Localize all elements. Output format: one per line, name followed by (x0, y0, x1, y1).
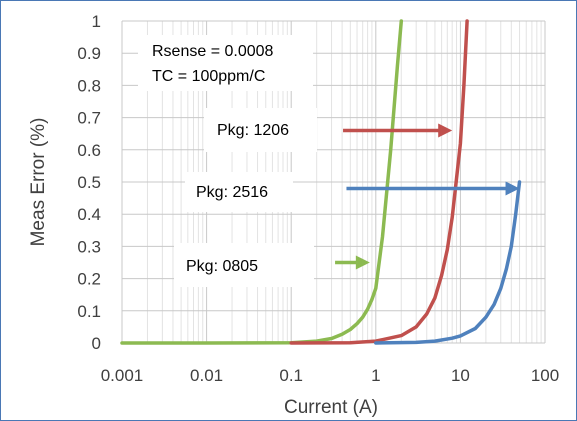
y-tick-label: 0.9 (77, 44, 101, 63)
series-lines (120, 19, 522, 345)
x-tick-label: 1 (371, 366, 380, 385)
y-tick-label: 0.6 (77, 141, 101, 160)
y-axis-title: Meas Error (%) (28, 118, 49, 247)
params-line-1: Rsense = 0.0008 (152, 43, 274, 60)
label-box-1206 (204, 108, 317, 152)
x-tick-label: 0.001 (101, 366, 144, 385)
x-axis-title: Current (A) (284, 397, 378, 418)
label-0805: Pkg: 0805 (186, 258, 258, 275)
y-tick-label: 0.1 (77, 302, 101, 321)
label-box-2516 (185, 172, 293, 212)
tick-labels: 0 0.1 0.2 0.3 0.4 0.5 0.6 0.7 0.8 0.9 1 0.001 0.01 0.… (77, 12, 559, 385)
y-tick-label: 0.2 (77, 270, 101, 289)
y-tick-label: 0.5 (77, 173, 101, 192)
arrow-head-3 (355, 255, 370, 270)
y-tick-label: 0.8 (77, 76, 101, 95)
y-tick-label: 0.4 (77, 205, 101, 224)
label-2516: Pkg: 2516 (196, 184, 268, 201)
arrow-head-2 (505, 181, 520, 196)
y-tick-label: 0.7 (77, 109, 101, 128)
arrow-head-1 (438, 123, 453, 138)
label-1206: Pkg: 1206 (217, 122, 289, 139)
series-line-2 (289, 19, 469, 345)
x-tick-label: 0.01 (190, 366, 223, 385)
series-line-3 (374, 180, 522, 345)
params-line-2: TC = 100ppm/C (152, 68, 265, 85)
arrows (335, 123, 520, 270)
y-tick-label: 0 (92, 334, 101, 353)
params-box (138, 35, 313, 91)
label-box-0805 (174, 243, 314, 287)
x-tick-label: 100 (531, 366, 559, 385)
y-tick-label: 1 (92, 12, 101, 31)
y-tick-label: 0.3 (77, 237, 101, 256)
x-tick-label: 10 (451, 366, 470, 385)
x-tick-label: 0.1 (279, 366, 303, 385)
